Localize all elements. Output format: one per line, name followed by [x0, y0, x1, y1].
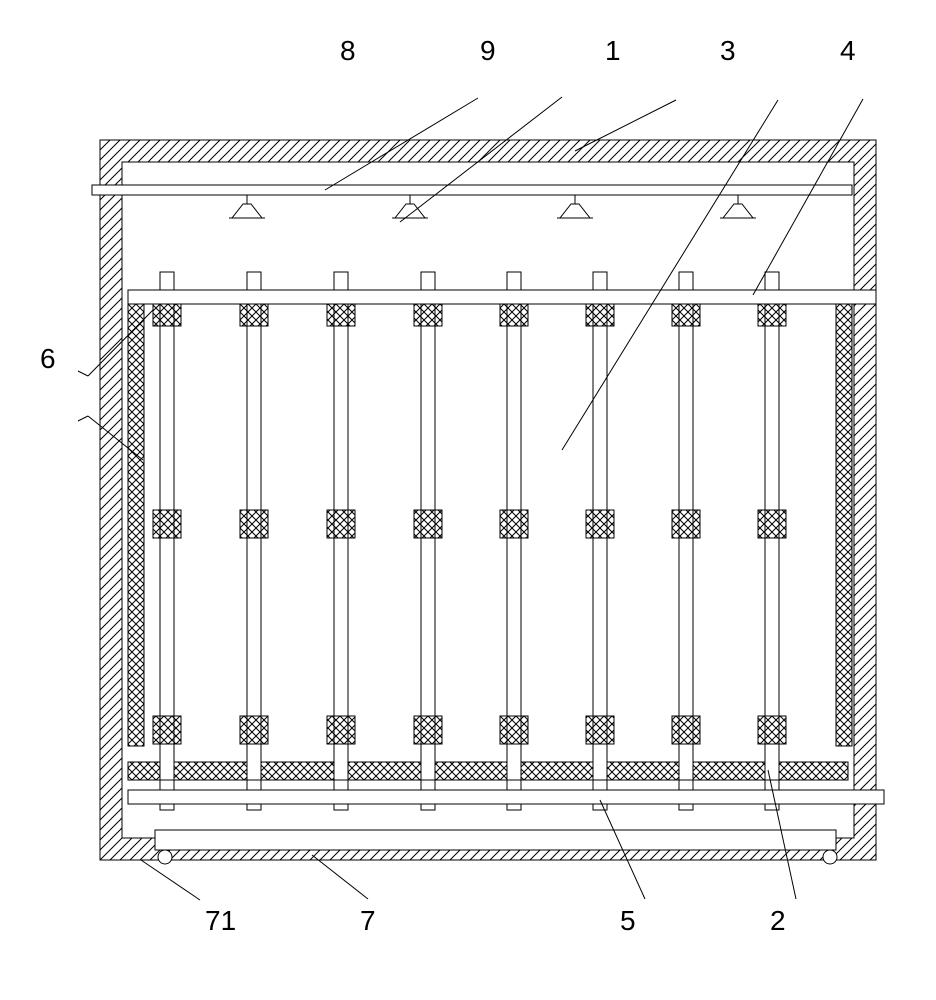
bottom-crossbar-over	[128, 790, 884, 804]
tube-stub-bottom	[507, 780, 521, 790]
tube-stub-bottom	[593, 780, 607, 790]
line	[141, 860, 200, 900]
tube-stub-top	[247, 272, 261, 290]
spray-bar	[92, 185, 852, 195]
spacer	[586, 510, 614, 538]
nozzle	[723, 204, 753, 218]
spacer	[414, 716, 442, 744]
spacer	[500, 716, 528, 744]
wall-hatch	[100, 140, 876, 860]
tube-stub-bottom	[421, 780, 435, 790]
tube-stub-top	[421, 272, 435, 290]
tube-stub-top	[160, 272, 174, 290]
callout-label-3: 3	[720, 35, 736, 66]
tube-stub-bottom	[679, 780, 693, 790]
spacer	[414, 510, 442, 538]
spacer	[153, 716, 181, 744]
nozzle	[560, 204, 590, 218]
wheel	[158, 850, 172, 864]
spacer	[672, 510, 700, 538]
tube-stub-bottom	[247, 780, 261, 790]
guide-rail	[155, 830, 836, 850]
line	[312, 855, 368, 899]
tube-stub-top	[765, 272, 779, 290]
line	[78, 371, 88, 376]
spacer	[758, 510, 786, 538]
drawing-layer	[92, 140, 884, 864]
line	[78, 416, 88, 421]
spacer	[327, 716, 355, 744]
callout-label-8: 8	[340, 35, 356, 66]
top-crossbar-over	[128, 290, 876, 304]
spacer	[672, 716, 700, 744]
inner-frame	[122, 162, 854, 838]
spacer	[586, 716, 614, 744]
tube-stub-top	[679, 272, 693, 290]
callout-label-6: 6	[40, 343, 56, 374]
callout-label-7: 7	[360, 905, 376, 936]
tube-stub-top	[334, 272, 348, 290]
wheel	[823, 850, 837, 864]
spacer	[240, 716, 268, 744]
spacer	[153, 510, 181, 538]
spacer	[500, 510, 528, 538]
callout-label-1: 1	[605, 35, 621, 66]
callout-label-9: 9	[480, 35, 496, 66]
base-plate	[128, 762, 848, 780]
callout-label-2: 2	[770, 905, 786, 936]
tube-stub-top	[593, 272, 607, 290]
spacer	[758, 716, 786, 744]
line	[753, 99, 863, 295]
spacer	[240, 510, 268, 538]
callout-label-71: 71	[205, 905, 236, 936]
nozzle	[232, 204, 262, 218]
callout-label-5: 5	[620, 905, 636, 936]
tube-stub-bottom	[160, 780, 174, 790]
side-panel-left	[128, 298, 144, 746]
technical-diagram: 8 9 1 3 4 6 71 7 5 2	[0, 0, 936, 1000]
outer-frame	[100, 140, 876, 860]
callout-label-4: 4	[840, 35, 856, 66]
side-panel-right	[836, 298, 852, 746]
tube-stub-bottom	[334, 780, 348, 790]
tube-stub-top	[507, 272, 521, 290]
spacer	[327, 510, 355, 538]
